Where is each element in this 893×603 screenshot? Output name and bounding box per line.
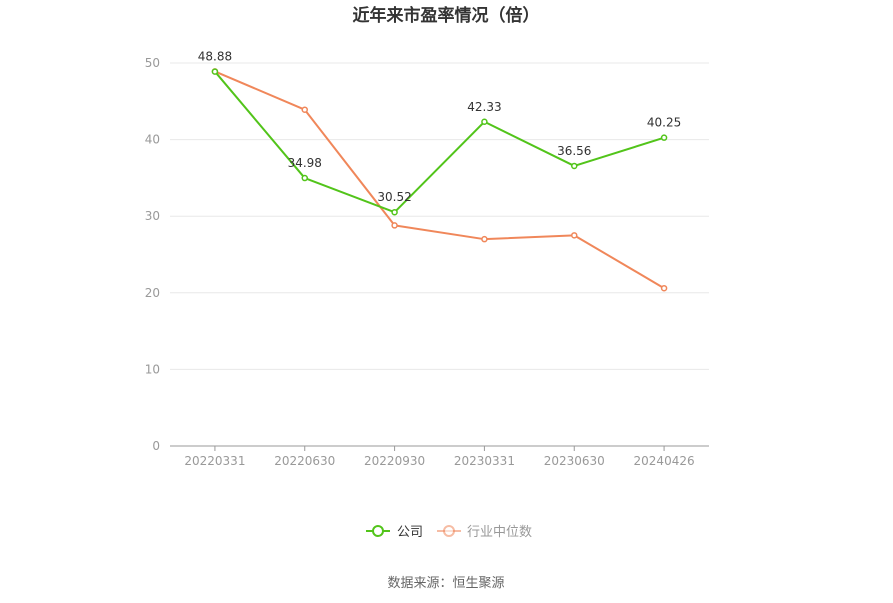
data-point-1[interactable] [660, 284, 668, 292]
data-label: 30.52 [377, 190, 411, 204]
data-point-0[interactable] [301, 174, 308, 182]
data-label: 36.56 [557, 144, 591, 158]
data-point-0[interactable] [391, 208, 398, 216]
grid-lines [170, 62, 709, 370]
y-tick-label: 10 [145, 362, 160, 376]
y-tick-label: 20 [145, 286, 160, 300]
series-line-1 [214, 70, 665, 290]
data-point-1[interactable] [391, 222, 398, 229]
legend-item-company[interactable]: 公司 [366, 525, 423, 540]
x-tick-label: 20220630 [274, 454, 335, 468]
data-point-1[interactable] [301, 106, 308, 113]
x-axis: 20220331 20220630 20220930 20230331 20230630… [170, 445, 709, 468]
data-label: 40.25 [647, 116, 681, 130]
x-tick-label: 20220331 [184, 454, 245, 468]
y-tick-label: 30 [145, 209, 160, 223]
data-labels: 48.88 34.98 30.52 42.33 36.56 40.25 [198, 50, 682, 205]
legend-marker-industry-median [443, 525, 455, 537]
x-tick-label: 20230331 [454, 454, 515, 468]
y-tick-label: 0 [152, 439, 160, 453]
data-point-1[interactable] [571, 232, 578, 239]
legend-marker-company [372, 525, 384, 537]
legend-label-industry-median: 行业中位数 [467, 525, 532, 540]
legend: 公司 行业中位数 [366, 525, 532, 540]
x-tick-label: 20220930 [364, 454, 425, 468]
data-point-0[interactable] [571, 162, 578, 170]
y-tick-label: 50 [145, 56, 160, 70]
data-point-1[interactable] [481, 235, 488, 243]
x-tick-label: 20230630 [544, 454, 605, 468]
chart-title: 近年来市盈率情况（倍） [353, 5, 540, 26]
y-tick-label: 40 [145, 133, 160, 147]
data-source: 数据来源：恒生聚源 [387, 576, 504, 591]
series-line-0 [214, 70, 665, 214]
data-point-0[interactable] [660, 134, 668, 141]
series-layer [211, 68, 668, 292]
legend-label-company: 公司 [397, 525, 423, 540]
data-point-0[interactable] [211, 68, 219, 75]
y-axis: 0 10 20 30 40 50 [145, 56, 160, 453]
data-label: 34.98 [288, 156, 322, 170]
data-label: 48.88 [198, 50, 232, 64]
data-point-0[interactable] [481, 118, 488, 126]
data-label: 42.33 [467, 100, 501, 114]
legend-item-industry-median[interactable]: 行业中位数 [437, 525, 532, 540]
x-tick-label: 20240426 [634, 454, 695, 468]
